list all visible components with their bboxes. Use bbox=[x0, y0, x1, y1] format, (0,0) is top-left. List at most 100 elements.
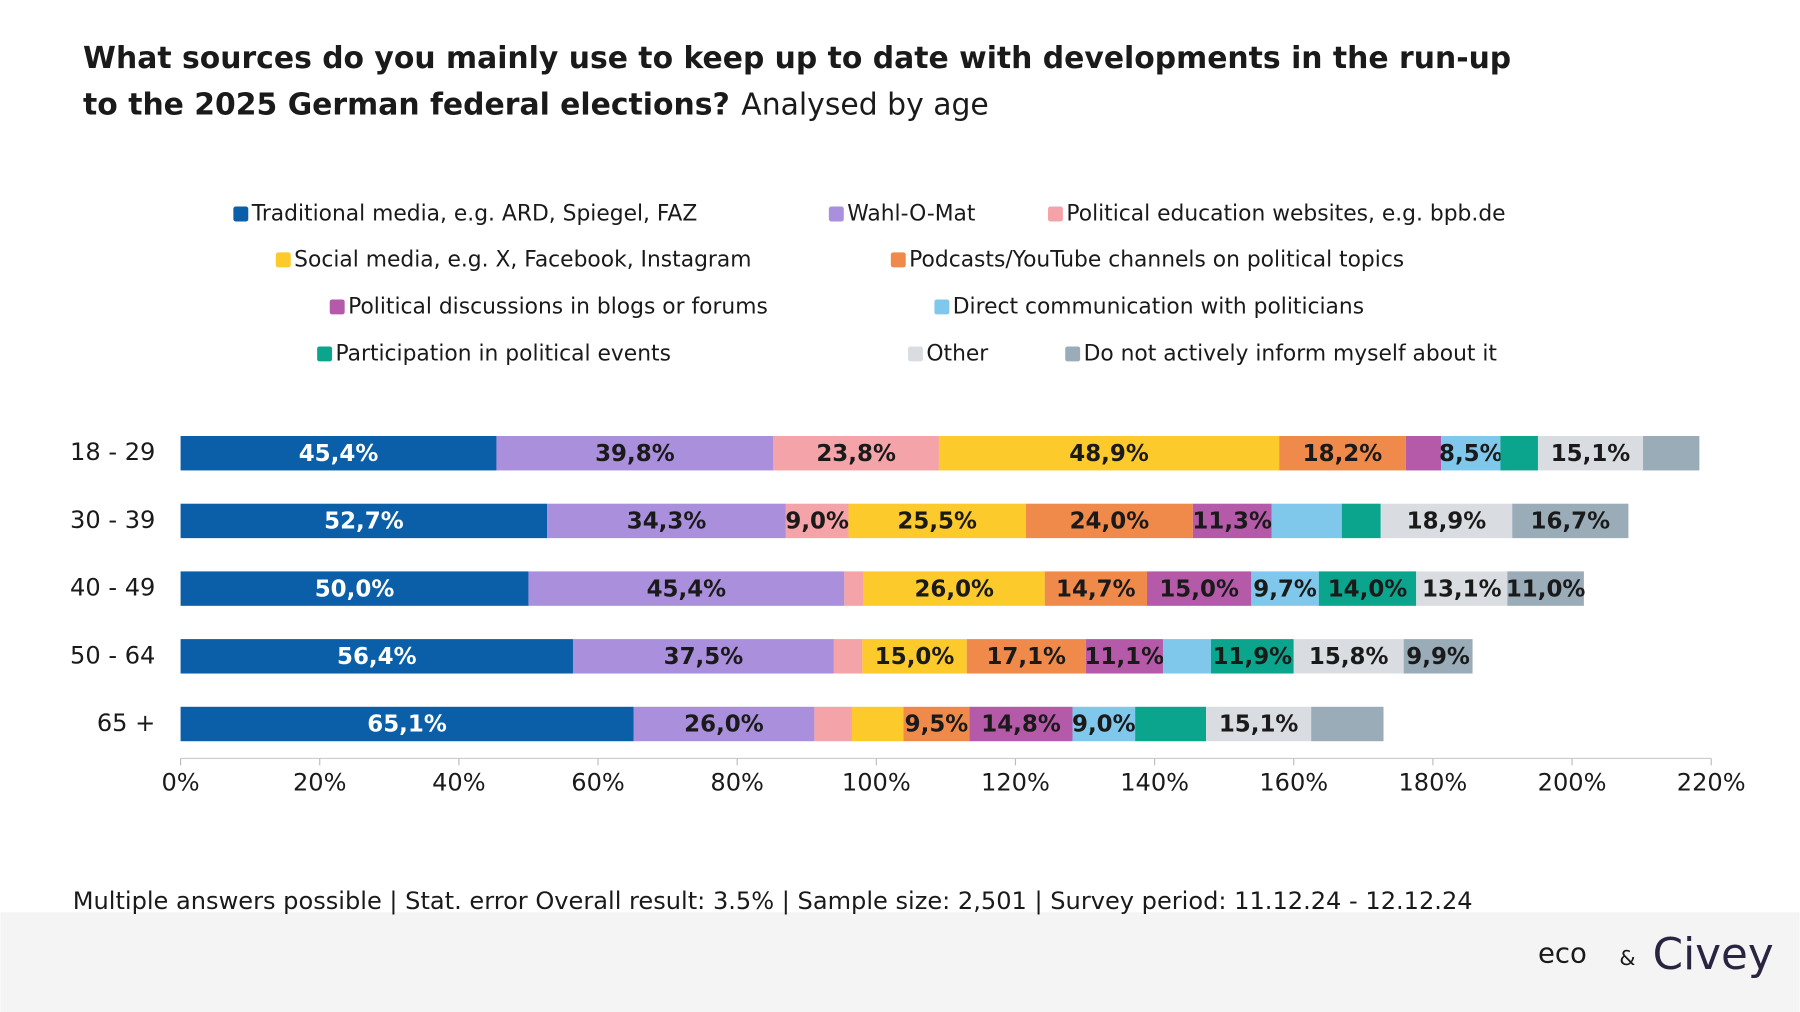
logo: Civey bbox=[1653, 930, 1774, 980]
bar-segment bbox=[1192, 503, 1272, 539]
x-tick-label: 120% bbox=[981, 769, 1050, 797]
data-label: 14,7% bbox=[1056, 576, 1136, 602]
bar-segment bbox=[528, 571, 845, 606]
bar-segment bbox=[180, 706, 634, 742]
bar-segment bbox=[1271, 503, 1342, 539]
x-tick-label: 80% bbox=[710, 769, 764, 797]
bar-segment bbox=[1507, 571, 1584, 606]
bar-segment bbox=[773, 436, 939, 471]
bar-segment bbox=[814, 706, 852, 742]
data-label: 65,1% bbox=[367, 712, 447, 738]
legend-label: Political education websites, e.g. bpb.d… bbox=[1066, 202, 1505, 227]
bar-segment bbox=[1403, 639, 1473, 674]
data-label: 52,7% bbox=[324, 509, 404, 535]
bar-segment bbox=[903, 706, 970, 742]
bar-segment bbox=[844, 571, 864, 606]
chart-title: What sources do you mainly use to keep u… bbox=[83, 41, 1511, 76]
x-tick-label: 220% bbox=[1677, 769, 1746, 797]
data-label: 9,0% bbox=[1072, 712, 1136, 738]
bar-segment bbox=[180, 503, 548, 539]
bar-segment bbox=[785, 503, 849, 539]
data-label: 26,0% bbox=[684, 712, 764, 738]
x-tick-label: 0% bbox=[161, 769, 199, 797]
data-label: 9,5% bbox=[905, 712, 969, 738]
bar-segment bbox=[547, 503, 786, 539]
chart-subtitle: Analysed by age bbox=[741, 87, 988, 122]
bar-segment bbox=[1512, 503, 1629, 539]
data-label: 11,3% bbox=[1192, 509, 1272, 535]
bar-segment bbox=[1206, 706, 1312, 742]
footer-band bbox=[0, 912, 1800, 1012]
data-label: 23,8% bbox=[816, 441, 896, 467]
legend-swatch bbox=[828, 206, 844, 222]
bar-segment bbox=[633, 706, 815, 742]
legend-label: Do not actively inform myself about it bbox=[1084, 342, 1498, 367]
legend-swatch bbox=[275, 252, 291, 268]
bar-segment bbox=[1405, 436, 1442, 471]
bar-segment bbox=[1416, 571, 1508, 606]
legend-swatch bbox=[1065, 346, 1081, 362]
y-tick-label: 65 + bbox=[97, 709, 155, 737]
data-label: 11,1% bbox=[1085, 644, 1165, 670]
data-label: 24,0% bbox=[1070, 509, 1150, 535]
bar-segment bbox=[572, 639, 834, 674]
data-label: 39,8% bbox=[595, 441, 675, 467]
x-tick-label: 160% bbox=[1259, 769, 1328, 797]
bar-segment bbox=[851, 706, 904, 742]
footnote: Multiple answers possible | Stat. error … bbox=[73, 887, 1473, 915]
chart-title-line: to the 2025 German federal elections? Ana… bbox=[83, 87, 989, 122]
bar-segment bbox=[862, 639, 967, 674]
x-tick-label: 100% bbox=[842, 769, 911, 797]
data-label: 9,9% bbox=[1406, 644, 1470, 670]
y-tick-label: 50 - 64 bbox=[70, 641, 155, 669]
data-label: 26,0% bbox=[914, 576, 994, 602]
y-tick-label: 18 - 29 bbox=[70, 438, 155, 466]
data-label: 15,0% bbox=[875, 644, 955, 670]
bar-segment bbox=[1085, 639, 1163, 674]
legend-label: Podcasts/YouTube channels on political t… bbox=[909, 247, 1404, 272]
x-tick-label: 60% bbox=[571, 769, 625, 797]
legend-label: Traditional media, e.g. ARD, Spiegel, FA… bbox=[251, 202, 698, 227]
bar-segment bbox=[1072, 706, 1136, 742]
bar-segment bbox=[496, 436, 774, 471]
logo: eco bbox=[1538, 938, 1587, 970]
legend-label: Social media, e.g. X, Facebook, Instagra… bbox=[294, 247, 751, 272]
bar-segment bbox=[1318, 571, 1417, 606]
x-tick-label: 40% bbox=[432, 769, 486, 797]
data-label: 18,9% bbox=[1407, 509, 1487, 535]
bar-segment bbox=[1341, 503, 1381, 539]
data-label: 9,7% bbox=[1253, 576, 1317, 602]
bar-segment bbox=[969, 706, 1073, 742]
data-label: 37,5% bbox=[664, 644, 744, 670]
legend-swatch bbox=[1048, 206, 1063, 222]
data-label: 14,0% bbox=[1328, 576, 1408, 602]
legend-label: Participation in political events bbox=[335, 342, 670, 367]
bar-segment bbox=[1500, 436, 1538, 471]
data-label: 8,5% bbox=[1439, 441, 1503, 467]
data-label: 15,0% bbox=[1159, 576, 1239, 602]
data-label: 50,0% bbox=[315, 576, 395, 602]
bar-segment bbox=[1441, 436, 1501, 471]
legend-swatch bbox=[233, 206, 249, 222]
data-label: 45,4% bbox=[647, 576, 727, 602]
data-label: 15,1% bbox=[1219, 712, 1299, 738]
bar-segment bbox=[833, 639, 863, 674]
legend-label: Direct communication with politicians bbox=[953, 295, 1364, 320]
legend-swatch bbox=[329, 299, 345, 315]
data-label: 11,0% bbox=[1506, 576, 1586, 602]
y-tick-label: 40 - 49 bbox=[70, 574, 155, 602]
data-label: 11,9% bbox=[1213, 644, 1293, 670]
bar-segment bbox=[1279, 436, 1406, 471]
bar-segment bbox=[1643, 436, 1700, 471]
x-tick-label: 200% bbox=[1538, 769, 1607, 797]
bar-segment bbox=[1293, 639, 1404, 674]
bar-segment bbox=[1162, 639, 1211, 674]
data-label: 15,1% bbox=[1551, 441, 1631, 467]
y-tick-label: 30 - 39 bbox=[70, 506, 155, 534]
legend-label: Other bbox=[926, 342, 988, 367]
data-label: 18,2% bbox=[1303, 441, 1383, 467]
data-label: 14,8% bbox=[981, 712, 1061, 738]
bar-segment bbox=[848, 503, 1026, 539]
bar-segment bbox=[1146, 571, 1252, 606]
